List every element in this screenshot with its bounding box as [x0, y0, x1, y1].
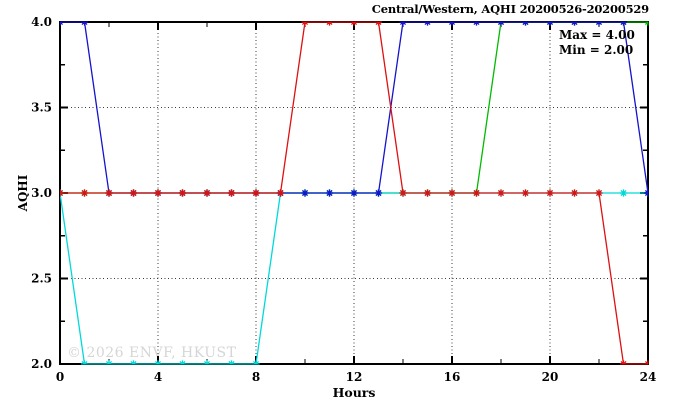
chart-title: Central/Western, AQHI 20200526-20200529 — [372, 2, 649, 16]
y-tick-label: 4.0 — [31, 15, 52, 29]
x-tick-label: 8 — [252, 370, 260, 384]
x-tick-label: 12 — [346, 370, 363, 384]
data-point-markers-day-red — [60, 21, 649, 365]
max-annotation: Max = 4.00 — [559, 28, 635, 42]
min-annotation: Min = 2.00 — [559, 43, 633, 57]
x-tick-label: 0 — [56, 370, 64, 384]
watermark: © 2026 ENVF, HKUST — [67, 345, 237, 361]
y-tick-label: 3.5 — [31, 101, 52, 115]
y-tick-label: 3.0 — [31, 186, 52, 200]
y-axis-title: AQHI — [16, 174, 30, 212]
x-tick-label: 16 — [444, 370, 461, 384]
x-axis-title: Hours — [333, 385, 376, 400]
x-tick-label: 24 — [640, 370, 657, 384]
series-group — [60, 21, 649, 365]
x-tick-label: 20 — [542, 370, 559, 384]
y-tick-label: 2.0 — [31, 357, 52, 371]
x-tick-label: 4 — [154, 370, 162, 384]
y-tick-label: 2.5 — [31, 272, 52, 286]
